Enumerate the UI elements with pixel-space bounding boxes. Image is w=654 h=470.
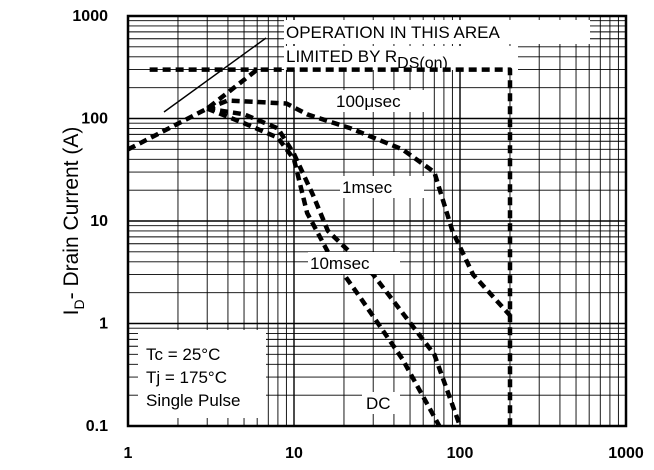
label-bg-100us — [334, 90, 426, 112]
y-axis-label-rest: - Drain Current (A) — [60, 127, 83, 300]
curve-3 — [206, 106, 442, 428]
label-dc: DC — [366, 394, 391, 413]
y-tick-label: 1000 — [72, 8, 108, 25]
curve-2 — [206, 106, 463, 427]
annotation-bg-2 — [284, 46, 518, 70]
x-tick-label: 10 — [285, 445, 303, 462]
y-tick-label: 100 — [81, 111, 108, 128]
plot-frame — [126, 14, 628, 428]
label-1ms: 1msec — [342, 178, 393, 197]
y-tick-label: 1 — [99, 316, 108, 333]
annotation-rds: LIMITED BY R — [286, 47, 397, 66]
annotation-pointer — [163, 37, 267, 113]
x-tick-label: 100 — [447, 445, 474, 462]
x-tick-label: 1 — [124, 445, 133, 462]
annotation-bg-1 — [284, 20, 590, 44]
label-bg-dc — [362, 392, 400, 414]
label-bg-10ms — [308, 252, 400, 274]
condition-tc: Tc = 25°C — [146, 345, 220, 364]
condition-pulse: Single Pulse — [146, 391, 241, 410]
conditions-box — [138, 330, 266, 418]
grid — [128, 16, 626, 426]
x-tick-label: 1000 — [608, 445, 644, 462]
y-axis-label-main: I — [60, 309, 83, 315]
curve-0 — [126, 67, 513, 426]
y-tick-label: 10 — [90, 213, 108, 230]
y-axis-label-sub: D — [71, 299, 87, 309]
label-10ms: 10msec — [310, 254, 370, 273]
y-tick-labels: 0.1 1 10 100 1000 — [72, 8, 108, 435]
curve-1 — [206, 98, 512, 317]
x-tick-labels: 1 10 100 1000 — [124, 445, 644, 462]
condition-tj: Tj = 175°C — [146, 368, 227, 387]
label-100us: 100μsec — [336, 92, 401, 111]
annotation-line1: OPERATION IN THIS AREA — [286, 23, 500, 42]
y-axis-label: ID- Drain Current (A) — [60, 127, 87, 316]
y-tick-label: 0.1 — [86, 418, 108, 435]
curves — [126, 67, 513, 428]
label-bg-1ms — [340, 176, 424, 198]
